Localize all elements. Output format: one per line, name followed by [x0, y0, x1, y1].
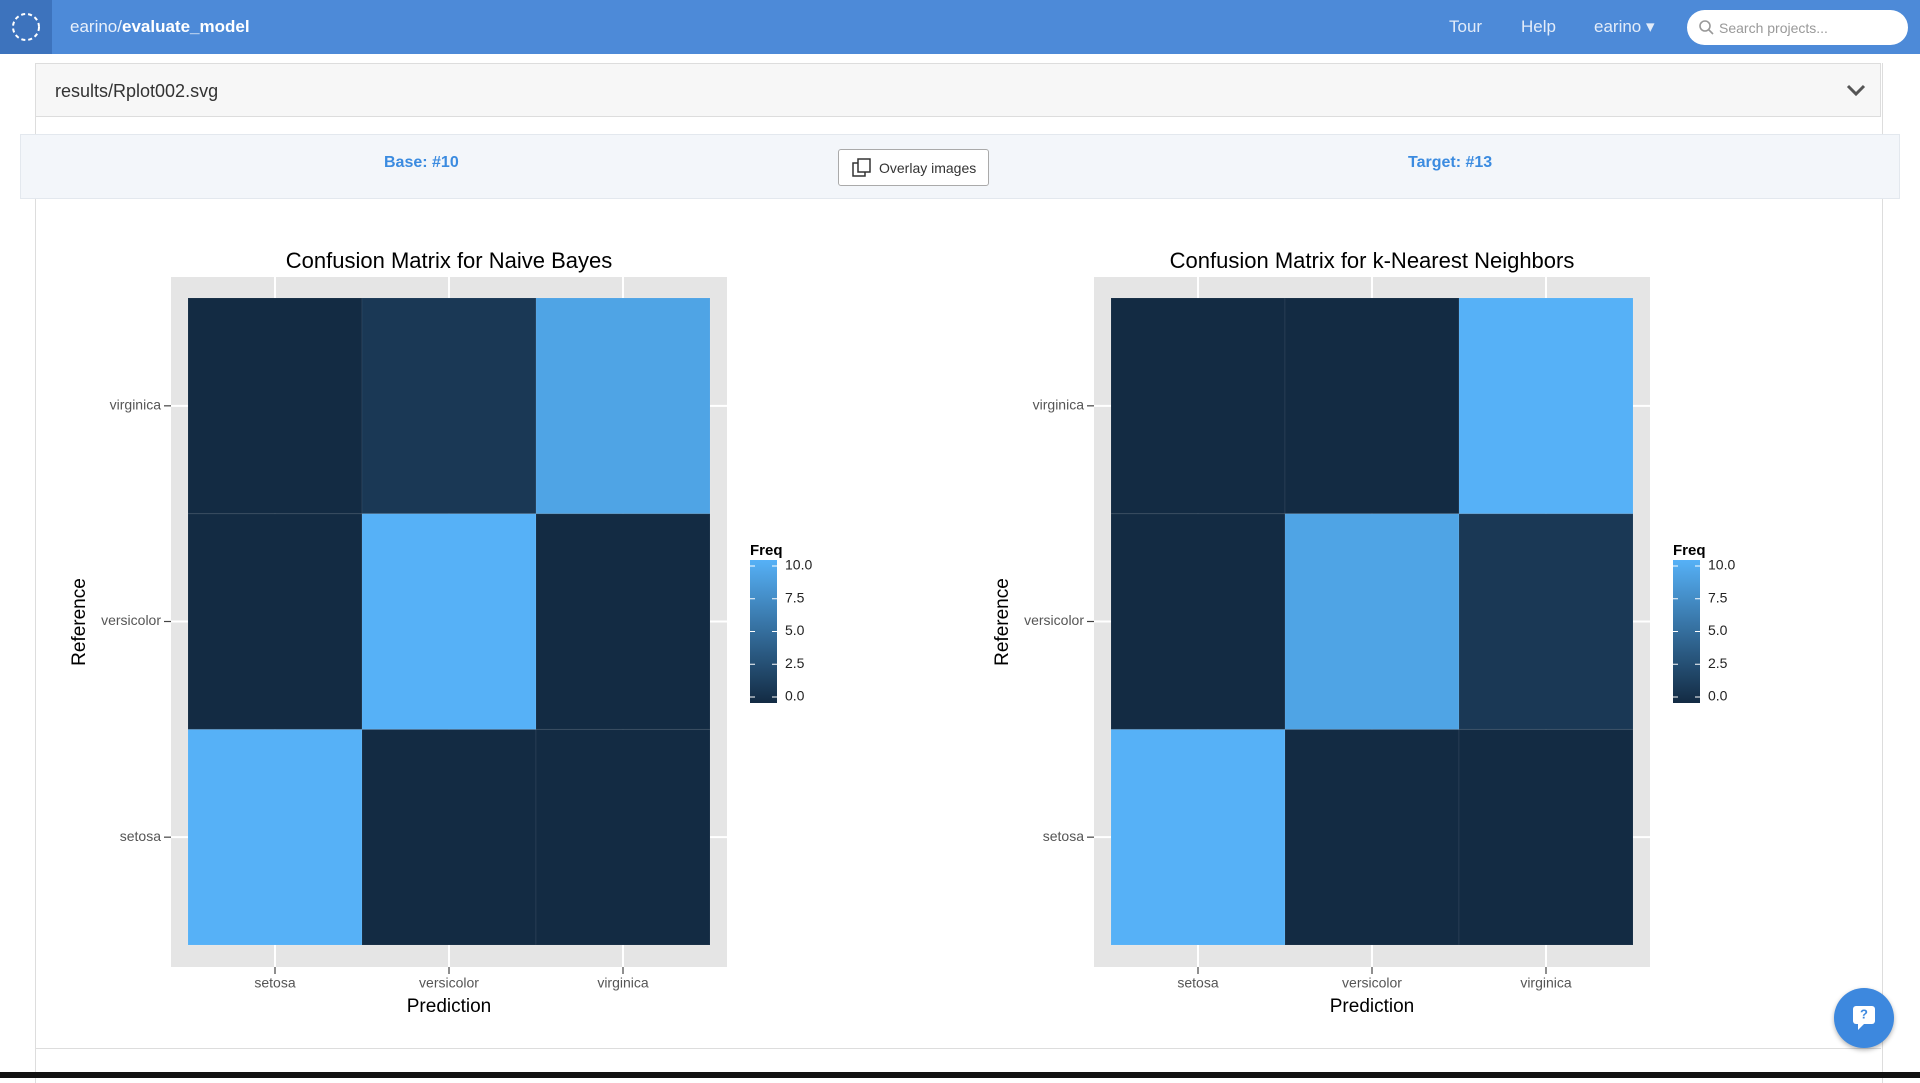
collapse-chevron[interactable]	[1846, 84, 1866, 98]
repo-title[interactable]: earino/evaluate_model	[70, 17, 250, 37]
x-tick-label: virginica	[597, 975, 649, 991]
navbar: earino/evaluate_model Tour Help earino ▾…	[0, 0, 1920, 54]
legend-tick-label: 5.0	[785, 622, 805, 638]
user-menu[interactable]: earino ▾	[1594, 17, 1655, 36]
logo[interactable]	[0, 0, 52, 54]
nav-link[interactable]: Help	[1521, 17, 1556, 36]
heatmap-cell	[1110, 728, 1286, 946]
legend-tick-label: 0.0	[1708, 688, 1728, 704]
repo-owner[interactable]: earino/	[70, 17, 122, 36]
heatmap-cell	[1110, 513, 1286, 730]
legend-tick-label: 2.5	[1708, 655, 1728, 671]
charts: Confusion Matrix for Naive Bayes setosa ve…	[69, 248, 1735, 1017]
chart-title: Confusion Matrix for Naive Bayes	[286, 248, 612, 273]
search-box[interactable]: Search projects...	[1687, 10, 1908, 45]
heatmap-cell	[535, 513, 711, 730]
heatmap-cell	[1110, 297, 1286, 515]
nav-link[interactable]: Tour	[1449, 17, 1483, 36]
target-link[interactable]: Target: #13	[1408, 154, 1493, 171]
x-tick-label: versicolor	[1342, 975, 1402, 991]
separator	[35, 1048, 1881, 1049]
x-axis-title: Prediction	[1330, 996, 1415, 1017]
x-tick-label: virginica	[1520, 975, 1572, 991]
y-tick-label: setosa	[1043, 828, 1084, 844]
file-path: results/Rplot002.svg	[55, 81, 219, 101]
chart-title: Confusion Matrix for k-Nearest Neighbors	[1170, 248, 1575, 273]
heatmap-cell	[1458, 513, 1634, 730]
heatmap-cell	[535, 297, 711, 515]
heatmap-cell	[1458, 728, 1634, 946]
y-tick-label: versicolor	[1024, 612, 1084, 628]
heatmap-cell	[187, 513, 363, 730]
heatmap-cell	[361, 297, 537, 515]
heatmap-cell	[1284, 728, 1460, 946]
heatmap-cell	[535, 728, 711, 946]
compare-bar: Base: #10 Overlay images Target: #13	[20, 134, 1900, 199]
y-axis-title: Reference	[992, 578, 1013, 666]
legend-tick-label: 10.0	[785, 557, 812, 573]
chat-button[interactable]: ?	[1834, 988, 1894, 1048]
heatmap-cell	[361, 728, 537, 946]
y-tick-label: setosa	[120, 828, 161, 844]
user-name[interactable]: earino	[1594, 17, 1642, 36]
legend-tick-label: 7.5	[785, 589, 805, 605]
heatmap-cell	[187, 728, 363, 946]
base-link[interactable]: Base: #10	[384, 154, 459, 171]
window-edge	[0, 1072, 1920, 1078]
card	[35, 63, 1883, 1083]
overlay-button[interactable]: Overlay images	[838, 149, 989, 186]
y-axis-title: Reference	[69, 578, 90, 666]
heatmap-cell	[1284, 297, 1460, 515]
legend-tick-label: 10.0	[1708, 557, 1735, 573]
legend-tick-label: 2.5	[785, 655, 805, 671]
legend-tick-label: 0.0	[785, 688, 805, 704]
x-axis-title: Prediction	[407, 996, 492, 1017]
heatmap-cell	[361, 513, 537, 730]
overlay-label: Overlay images	[879, 160, 977, 176]
heatmap-cell	[1458, 297, 1634, 515]
legend-title: Freq	[750, 542, 783, 559]
y-tick-label: virginica	[1033, 397, 1085, 413]
x-tick-label: setosa	[254, 975, 295, 991]
legend-tick-label: 7.5	[1708, 589, 1728, 605]
x-tick-label: setosa	[1177, 975, 1218, 991]
legend-tick-label: 5.0	[1708, 622, 1728, 638]
file-header[interactable]: results/Rplot002.svg	[35, 63, 1881, 117]
search-placeholder: Search projects...	[1719, 20, 1828, 36]
logo-icon	[12, 13, 40, 41]
chat-icon: ?	[1853, 1006, 1875, 1030]
heatmap-cell	[1284, 513, 1460, 730]
x-tick-label: versicolor	[419, 975, 479, 991]
heatmap-cell	[187, 297, 363, 515]
y-tick-label: versicolor	[101, 612, 161, 628]
overlay-icon	[852, 158, 871, 177]
y-tick-label: virginica	[110, 397, 162, 413]
repo-name[interactable]: evaluate_model	[121, 17, 250, 36]
search-icon	[1699, 20, 1714, 35]
legend-title: Freq	[1673, 542, 1706, 559]
svg-text:?: ?	[1860, 1006, 1868, 1021]
